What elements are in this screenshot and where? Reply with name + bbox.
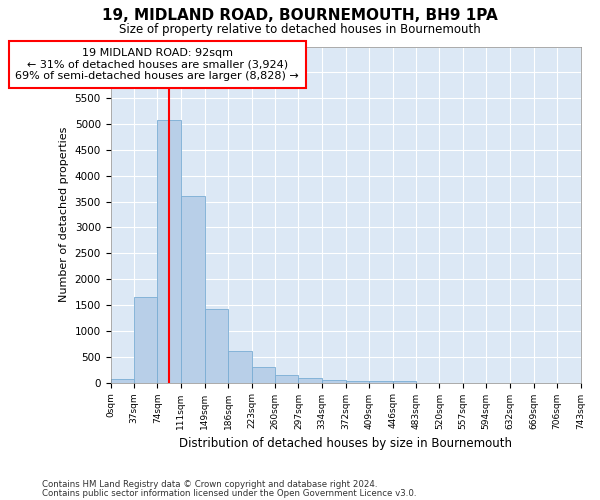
- Bar: [369, 381, 392, 382]
- Bar: [110, 378, 134, 382]
- Bar: [298, 378, 322, 382]
- Text: Contains HM Land Registry data © Crown copyright and database right 2024.: Contains HM Land Registry data © Crown c…: [42, 480, 377, 489]
- Y-axis label: Number of detached properties: Number of detached properties: [59, 127, 69, 302]
- Bar: [181, 196, 205, 382]
- X-axis label: Distribution of detached houses by size in Bournemouth: Distribution of detached houses by size …: [179, 437, 512, 450]
- Bar: [275, 375, 298, 382]
- Bar: [346, 380, 369, 382]
- Bar: [251, 366, 275, 382]
- Bar: [205, 309, 228, 382]
- Bar: [134, 298, 157, 382]
- Text: Contains public sector information licensed under the Open Government Licence v3: Contains public sector information licen…: [42, 489, 416, 498]
- Bar: [228, 350, 251, 382]
- Text: Size of property relative to detached houses in Bournemouth: Size of property relative to detached ho…: [119, 22, 481, 36]
- Bar: [157, 120, 181, 382]
- Text: 19 MIDLAND ROAD: 92sqm
← 31% of detached houses are smaller (3,924)
69% of semi-: 19 MIDLAND ROAD: 92sqm ← 31% of detached…: [16, 48, 299, 81]
- Text: 19, MIDLAND ROAD, BOURNEMOUTH, BH9 1PA: 19, MIDLAND ROAD, BOURNEMOUTH, BH9 1PA: [102, 8, 498, 22]
- Bar: [322, 380, 346, 382]
